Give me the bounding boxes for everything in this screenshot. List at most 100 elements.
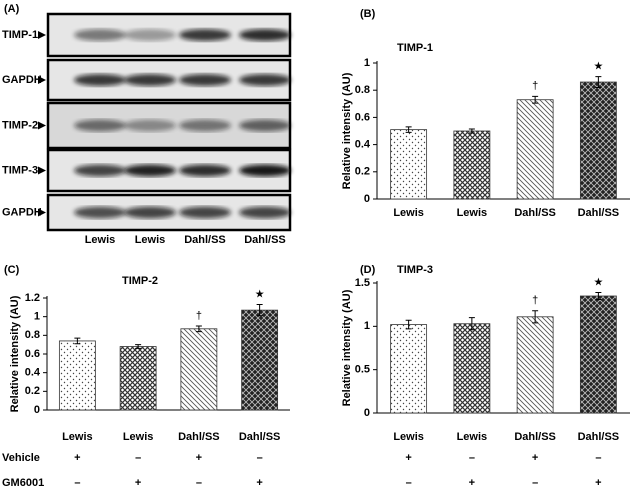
significance-marker: ★ <box>593 61 603 73</box>
y-tick-label: 0.4 <box>25 367 41 379</box>
condition-sign: – <box>74 477 80 487</box>
blot-band <box>124 119 176 132</box>
blot-band <box>179 164 231 177</box>
blot-lane-label: Dahl/SS <box>184 234 226 246</box>
condition-sign: – <box>532 477 538 487</box>
y-tick-label: 0.5 <box>355 364 370 376</box>
condition-sign: + <box>595 477 601 487</box>
bar <box>579 295 617 414</box>
x-tick-label: Dahl/SS <box>514 207 556 219</box>
panel-label: (D) <box>360 264 376 276</box>
blot-band <box>239 164 291 177</box>
bar <box>390 129 428 200</box>
y-tick-label: 0.6 <box>25 348 40 360</box>
y-tick-label: 0 <box>364 193 370 205</box>
blot-band <box>124 74 176 86</box>
error-bar <box>256 304 263 317</box>
y-tick-label: 0.2 <box>355 166 370 178</box>
error-bar <box>532 95 539 104</box>
y-tick-label: 1 <box>34 311 40 323</box>
blot-band <box>124 164 176 177</box>
bar <box>180 328 218 411</box>
blot-arrow <box>38 121 46 130</box>
blot-band <box>124 206 176 219</box>
blot-arrow <box>38 166 46 175</box>
condition-sign: – <box>595 452 601 464</box>
significance-marker: † <box>532 295 538 307</box>
blot-lane-label: Dahl/SS <box>244 234 286 246</box>
panel-label: (C) <box>4 264 20 276</box>
chart-title: TIMP-1 <box>397 42 433 54</box>
blot-row-label: TIMP-1 <box>2 29 38 41</box>
y-axis-label: Relative intensity (AU) <box>341 72 353 189</box>
bar <box>390 324 428 414</box>
error-bar <box>468 317 475 331</box>
bar <box>453 130 491 200</box>
y-axis-label: Relative intensity (AU) <box>9 295 21 412</box>
bar <box>516 99 554 200</box>
y-tick-label: 0.8 <box>25 329 40 341</box>
error-bar <box>532 310 539 324</box>
blot-band <box>239 206 291 219</box>
condition-sign: + <box>74 452 80 464</box>
x-tick-label: Dahl/SS <box>239 431 281 443</box>
condition-sign: – <box>257 452 263 464</box>
blot-band <box>179 119 231 132</box>
blot-band <box>179 206 231 219</box>
condition-sign: – <box>469 452 475 464</box>
condition-name: Vehicle <box>2 452 40 464</box>
error-bar <box>595 76 602 88</box>
y-tick-label: 0.4 <box>355 139 371 151</box>
y-tick-label: 0.2 <box>25 385 40 397</box>
condition-sign: + <box>532 452 538 464</box>
blot-row-label: GAPDH <box>2 74 42 86</box>
panel-label: (B) <box>360 8 376 20</box>
blot-band <box>74 119 126 132</box>
condition-sign: – <box>406 477 412 487</box>
condition-sign: – <box>196 477 202 487</box>
condition-sign: + <box>405 452 411 464</box>
condition-name: GM6001 <box>2 477 44 487</box>
blot-arrow <box>38 208 46 217</box>
x-tick-label: Lewis <box>62 431 93 443</box>
x-tick-label: Lewis <box>393 207 424 219</box>
blot-row-label: GAPDH <box>2 206 42 218</box>
panel-label: (A) <box>4 3 20 15</box>
blot-band <box>239 74 291 86</box>
y-tick-label: 1 <box>364 57 370 69</box>
blot-band <box>179 29 231 41</box>
y-tick-label: 0.8 <box>355 84 370 96</box>
condition-sign: – <box>135 452 141 464</box>
x-tick-label: Dahl/SS <box>578 207 620 219</box>
x-tick-label: Dahl/SS <box>514 431 556 443</box>
blot-band <box>239 29 291 41</box>
y-tick-label: 0 <box>34 404 40 416</box>
x-tick-label: Dahl/SS <box>178 431 220 443</box>
y-tick-label: 0.6 <box>355 111 370 123</box>
blot-band <box>74 164 126 177</box>
y-tick-label: 1.2 <box>25 292 40 304</box>
x-tick-label: Lewis <box>457 207 488 219</box>
x-tick-label: Lewis <box>393 431 424 443</box>
blot-row-label: TIMP-3 <box>2 164 38 176</box>
chart-title: TIMP-3 <box>397 264 433 276</box>
condition-sign: + <box>196 452 202 464</box>
condition-sign: + <box>256 477 262 487</box>
blot-arrow <box>38 31 46 39</box>
error-bar <box>135 344 142 349</box>
blot-row-label: TIMP-2 <box>2 119 38 131</box>
blot-band <box>74 74 126 86</box>
blot-band <box>239 119 291 132</box>
blot-lane-label: Lewis <box>135 234 166 246</box>
x-tick-label: Lewis <box>123 431 154 443</box>
significance-marker: † <box>196 310 202 322</box>
y-tick-label: 1 <box>364 320 370 332</box>
chart-title: TIMP-2 <box>122 275 158 287</box>
error-bar <box>74 337 81 345</box>
bar <box>58 340 96 411</box>
x-tick-label: Dahl/SS <box>578 431 620 443</box>
blot-arrow <box>38 76 46 84</box>
bar <box>453 323 491 414</box>
error-bar <box>405 126 412 133</box>
